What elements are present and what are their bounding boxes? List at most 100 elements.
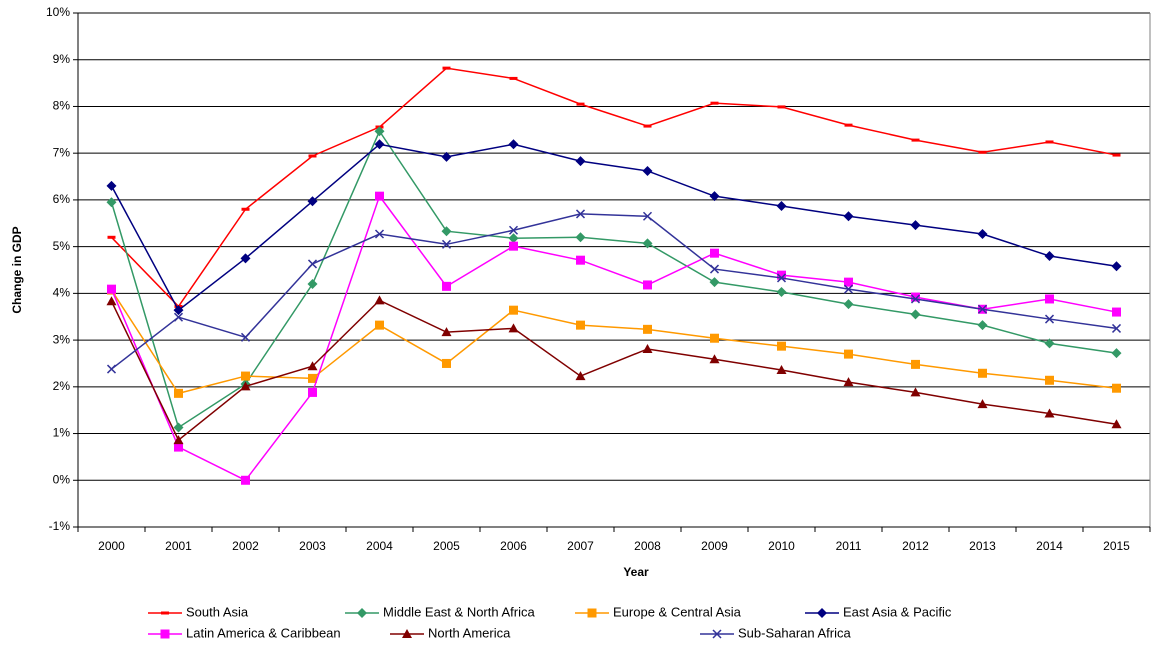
marker <box>576 102 585 106</box>
series <box>106 295 1122 445</box>
marker <box>575 156 586 167</box>
marker <box>910 294 921 304</box>
marker <box>843 377 854 387</box>
legend-label: Latin America & Caribbean <box>186 625 341 640</box>
legend-item: Middle East & North Africa <box>345 604 535 619</box>
marker <box>375 191 384 201</box>
marker <box>576 320 585 330</box>
marker <box>1045 375 1054 385</box>
marker <box>1111 323 1122 333</box>
marker <box>241 475 250 485</box>
marker <box>977 229 988 240</box>
marker <box>509 305 518 315</box>
x-tick-label: 2014 <box>1036 539 1063 553</box>
marker <box>374 126 385 137</box>
marker <box>308 154 317 158</box>
marker <box>844 123 853 127</box>
marker <box>357 608 367 618</box>
marker <box>776 286 787 297</box>
marker <box>642 165 653 176</box>
marker <box>642 238 653 249</box>
marker <box>710 248 719 258</box>
y-tick-label: 9% <box>53 52 71 66</box>
x-axis-title: Year <box>623 565 649 579</box>
x-tick-label: 2015 <box>1103 539 1130 553</box>
marker <box>106 197 117 208</box>
marker <box>441 327 452 337</box>
x-tick-label: 2003 <box>299 539 326 553</box>
y-tick-label: 7% <box>53 145 71 159</box>
marker <box>106 180 117 191</box>
marker <box>911 292 920 302</box>
marker <box>308 387 317 397</box>
marker <box>307 361 318 371</box>
marker <box>508 323 519 333</box>
legend-label: Sub-Saharan Africa <box>738 625 852 640</box>
marker <box>307 196 318 207</box>
marker <box>817 608 827 618</box>
marker <box>1044 338 1055 349</box>
marker <box>709 264 720 274</box>
legend-item: Sub-Saharan Africa <box>700 625 852 640</box>
marker <box>777 105 786 109</box>
marker <box>240 253 251 264</box>
marker <box>843 211 854 222</box>
marker <box>374 139 385 150</box>
x-tick-label: 2012 <box>902 539 929 553</box>
series-line <box>110 143 1117 312</box>
marker <box>173 435 184 445</box>
marker <box>575 232 586 243</box>
marker <box>977 304 988 314</box>
marker <box>161 611 169 615</box>
marker <box>978 150 987 154</box>
marker <box>402 629 412 638</box>
legend-item: North America <box>390 625 511 640</box>
y-tick-label: 8% <box>53 99 71 113</box>
legend-label: North America <box>428 625 511 640</box>
marker <box>508 233 519 244</box>
marker <box>107 284 116 294</box>
marker <box>576 255 585 265</box>
marker <box>587 608 597 618</box>
series <box>106 139 1122 316</box>
marker <box>977 399 988 409</box>
marker <box>1044 250 1055 261</box>
marker <box>642 211 653 221</box>
marker <box>241 371 250 381</box>
marker <box>307 259 318 269</box>
y-tick-label: 4% <box>53 286 71 300</box>
marker <box>643 280 652 290</box>
series-line <box>110 129 1117 429</box>
y-tick-label: 5% <box>53 239 71 253</box>
series <box>107 285 1121 398</box>
series-line <box>111 213 1117 370</box>
marker <box>910 309 921 320</box>
marker <box>442 281 451 291</box>
legend-item: Latin America & Caribbean <box>148 625 341 640</box>
marker <box>508 225 519 235</box>
marker <box>843 299 854 310</box>
marker <box>173 422 184 433</box>
marker <box>1111 419 1122 429</box>
legend-label: Europe & Central Asia <box>613 604 742 619</box>
marker <box>1045 140 1054 144</box>
series <box>106 209 1122 374</box>
legend-label: East Asia & Pacific <box>843 604 952 619</box>
marker <box>776 200 787 211</box>
marker <box>173 312 184 322</box>
marker <box>1045 294 1054 304</box>
marker <box>442 66 451 70</box>
marker <box>174 442 183 452</box>
marker <box>978 368 987 378</box>
x-tick-label: 2005 <box>433 539 460 553</box>
marker <box>777 270 786 280</box>
marker <box>575 209 586 219</box>
marker <box>241 207 250 211</box>
marker <box>1044 408 1055 418</box>
marker <box>776 273 787 283</box>
marker <box>910 387 921 397</box>
marker <box>709 354 720 364</box>
marker <box>910 220 921 231</box>
marker <box>844 349 853 359</box>
y-tick-label: 0% <box>53 472 71 486</box>
